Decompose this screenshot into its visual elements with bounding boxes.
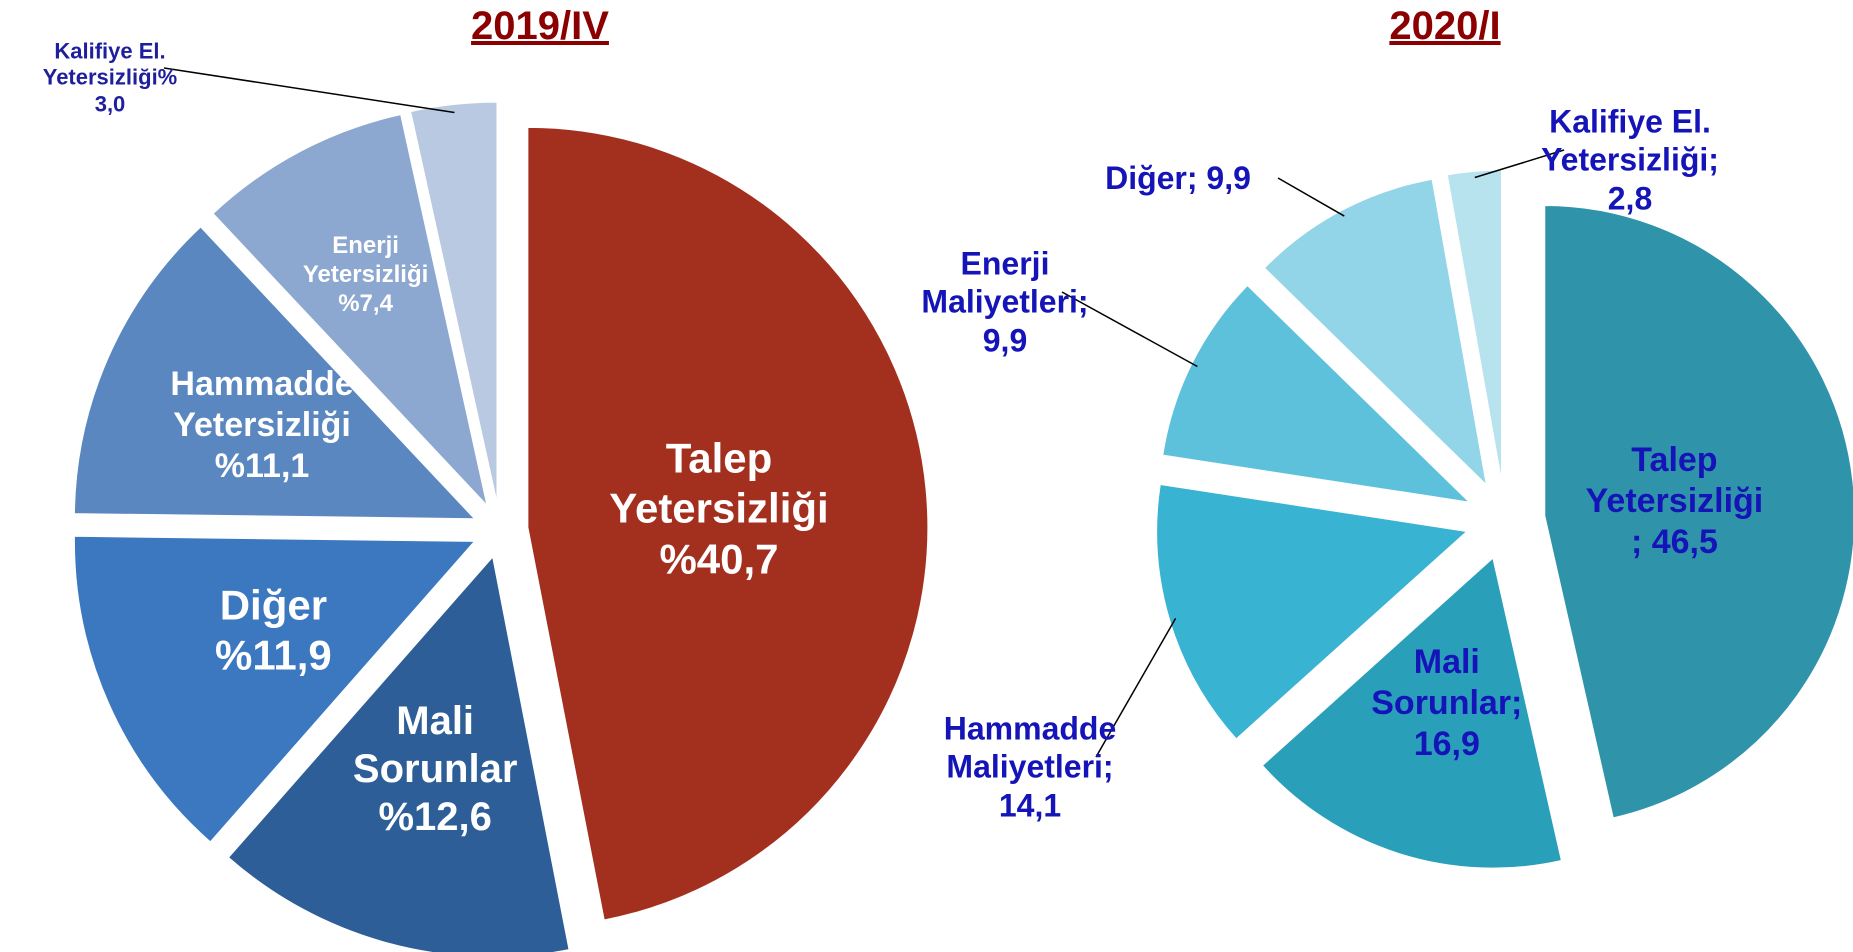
slice-value: 9,9 [982, 322, 1028, 359]
slice-value: %11,9 [215, 631, 332, 679]
chart-title: 2020/I [1389, 4, 1501, 48]
slice-name: Hammadde Maliyetleri; [943, 710, 1117, 785]
data-label: Hammadde Maliyetleri; 14,1 [900, 709, 1160, 824]
slice-value: 14,1 [998, 787, 1062, 824]
slice-value: ; 46,5 [1630, 522, 1718, 561]
pie-slice [410, 101, 498, 503]
slice-name: Enerji Maliyetleri; [921, 245, 1089, 320]
slice-value: %12,6 [378, 795, 492, 840]
slice-value: 2,8 [1607, 180, 1653, 217]
leader-line [1474, 149, 1565, 179]
slice-name: Enerji Yetersizliği [302, 232, 429, 288]
pie-slice [1156, 483, 1468, 740]
slice-name: Kalifiye El. Yetersizliği% [42, 38, 178, 90]
slice-name: Diğer; [1105, 159, 1198, 196]
slice-value: %7,4 [338, 289, 393, 317]
data-label: Mali Sorunlar; 16,9 [1347, 642, 1547, 764]
pie-slice [73, 226, 476, 520]
data-label: Kalifiye El. Yetersizliği; 2,8 [1500, 102, 1760, 217]
data-label: Hammadde Yetersizliği %11,1 [142, 364, 382, 486]
leader-line [1095, 618, 1177, 758]
data-label: Talep Yetersizliği; 46,5 [1559, 440, 1789, 562]
slice-name: Hammadde Yetersizliği [170, 364, 354, 444]
data-label: Diğer; 9,9 [1048, 159, 1308, 197]
data-label: Talep Yetersizliği %40,7 [589, 433, 849, 584]
pie-slice [527, 126, 929, 921]
slice-value: 16,9 [1413, 724, 1480, 763]
data-label: Kalifiye El. Yetersizliği% 3,0 [0, 38, 220, 117]
pie-slice [1263, 178, 1488, 487]
data-label: Enerji Yetersizliği %7,4 [276, 232, 456, 318]
slice-value: %11,1 [214, 446, 310, 485]
pie-slice [1261, 557, 1562, 869]
leader-line [1277, 177, 1345, 217]
leader-line [163, 67, 455, 114]
slice-name: Kalifiye El. Yetersizliği; [1541, 103, 1719, 178]
data-label: Mali Sorunlar %12,6 [325, 697, 545, 841]
pie-slice [73, 535, 476, 843]
leader-line [1061, 291, 1198, 368]
data-label: Enerji Maliyetleri; 9,9 [890, 244, 1120, 359]
slice-name: Talep Yetersizliği [609, 434, 829, 532]
slice-value: 9,9 [1206, 159, 1251, 196]
slice-name: Talep Yetersizliği [1585, 440, 1764, 520]
slice-name: Diğer [219, 581, 328, 629]
pie-slice [212, 114, 488, 507]
slice-value: 3,0 [94, 91, 126, 117]
pie-slice [1446, 169, 1502, 481]
slice-name: Mali Sorunlar; [1371, 642, 1523, 722]
pie-slice [227, 555, 570, 952]
slice-value: %40,7 [659, 535, 779, 583]
data-label: Diğer %11,9 [173, 580, 373, 681]
slice-name: Mali Sorunlar [352, 699, 518, 792]
chart-title: 2019/IV [471, 4, 609, 48]
